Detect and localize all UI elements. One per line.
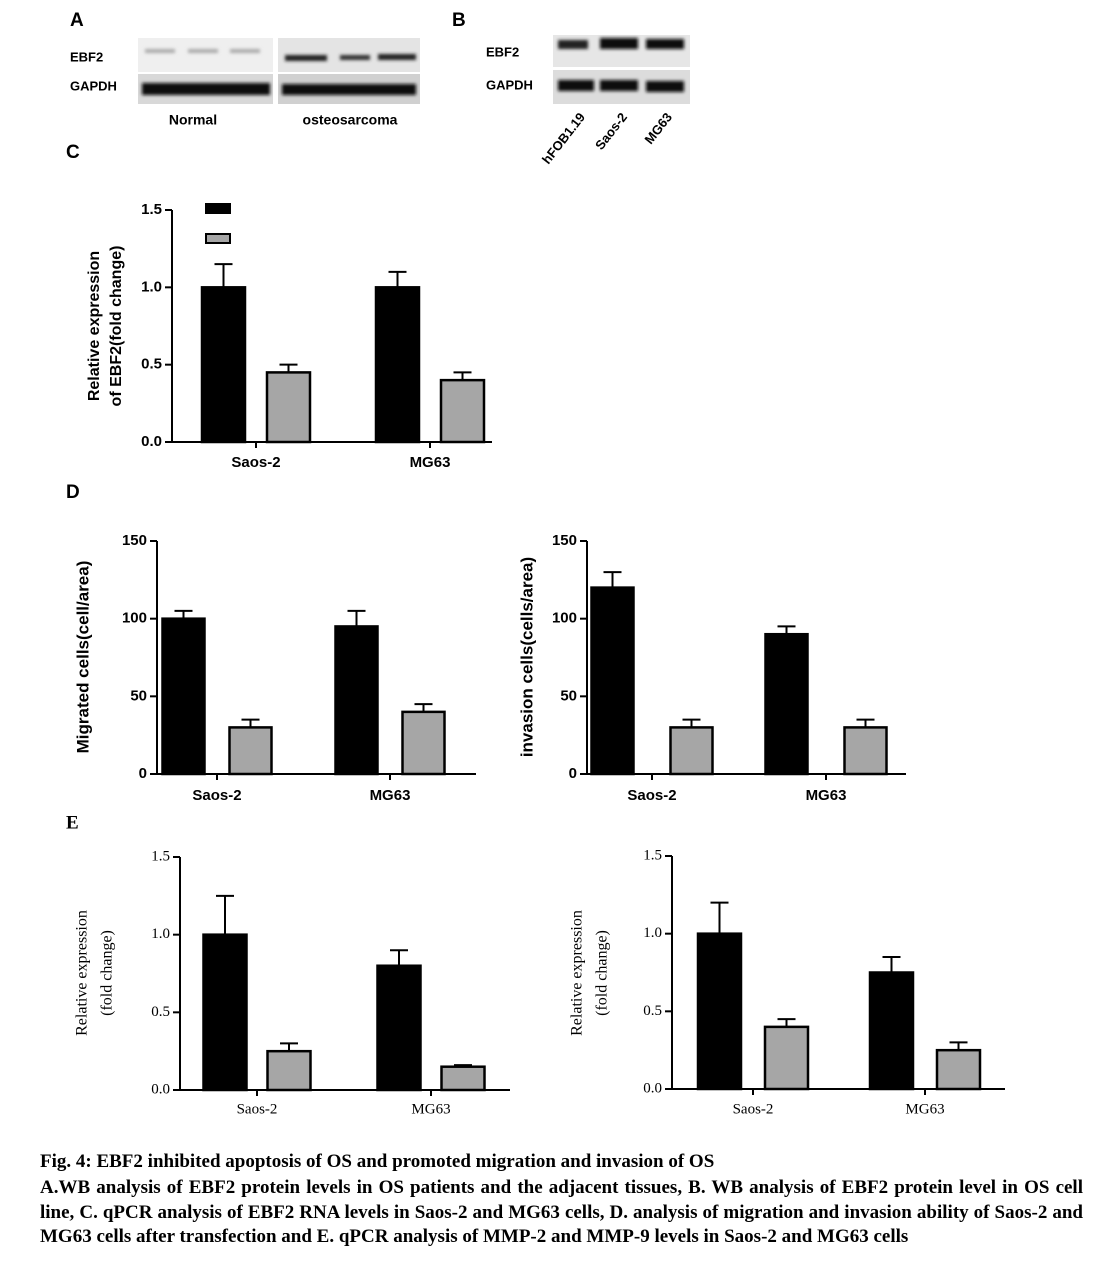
error-bar <box>453 371 472 381</box>
x-tick-label: Saos-2 <box>237 1101 278 1117</box>
x-tick-label: MG63 <box>370 787 411 804</box>
bar <box>764 632 809 776</box>
error-bar <box>777 1018 796 1027</box>
blot-row-label: EBF2 <box>486 44 519 59</box>
panel-label: B <box>452 10 466 31</box>
blot-row-label: EBF2 <box>70 49 103 64</box>
error-bar <box>682 718 701 728</box>
bar <box>202 933 248 1092</box>
y-tick-label: 1.0 <box>141 278 162 295</box>
blot-lane-label: Saos-2 <box>592 110 630 153</box>
y-tick-label: 100 <box>552 610 577 627</box>
bar <box>440 1065 486 1092</box>
bar <box>374 286 421 444</box>
x-tick-label: Saos-2 <box>192 787 241 804</box>
y-tick-label: 1.0 <box>151 926 170 942</box>
panel-label: A <box>70 10 84 31</box>
error-bar <box>390 949 408 966</box>
blot-row-label: GAPDH <box>70 78 117 93</box>
y-axis-label: of EBF2(fold change) <box>108 246 125 407</box>
panel-label: C <box>66 142 80 163</box>
error-bar <box>949 1041 968 1051</box>
blot-group-label: osteosarcoma <box>303 112 398 128</box>
error-bar <box>216 894 234 935</box>
bar <box>334 625 379 776</box>
error-bar <box>214 263 233 288</box>
blot-row-label: GAPDH <box>486 77 533 92</box>
y-tick-label: 0.5 <box>141 356 162 373</box>
x-tick-label: MG63 <box>411 1101 450 1117</box>
bar <box>763 1025 810 1091</box>
error-bar <box>280 1042 298 1052</box>
error-bar <box>279 363 298 373</box>
error-bar <box>856 718 875 728</box>
y-tick-label: 150 <box>552 532 577 549</box>
x-tick-label: Saos-2 <box>733 1101 774 1117</box>
y-tick-label: 150 <box>122 532 147 549</box>
y-tick-label: 0.0 <box>151 1081 170 1097</box>
y-axis-label: (fold change) <box>594 930 611 1016</box>
error-bar <box>777 625 796 635</box>
y-axis-label: Relative expression <box>569 910 586 1036</box>
error-bar <box>603 571 622 588</box>
bar <box>266 1049 312 1092</box>
y-tick-label: 1.5 <box>141 201 162 218</box>
y-tick-label: 0.5 <box>151 1004 170 1020</box>
bar <box>376 964 422 1092</box>
y-tick-label: 50 <box>130 687 147 704</box>
y-tick-label: 50 <box>560 687 577 704</box>
bar <box>868 971 915 1091</box>
figure: A B C D E EBF2 GAPDH Normal osteosarcoma… <box>66 10 1005 1117</box>
bar <box>696 932 743 1091</box>
error-bar <box>347 609 366 627</box>
bar <box>669 726 714 776</box>
bar <box>265 371 312 444</box>
y-tick-label: 1.5 <box>643 847 662 863</box>
caption-title: Fig. 4: EBF2 inhibited apoptosis of OS a… <box>40 1151 715 1172</box>
panel-label: D <box>66 482 80 503</box>
y-tick-label: 0 <box>569 765 577 782</box>
bar <box>228 726 273 776</box>
error-bar <box>710 901 729 934</box>
bar <box>935 1048 982 1091</box>
x-tick-label: MG63 <box>905 1101 944 1117</box>
blot-b: EBF2 GAPDH hFOB1.19 Saos-2 MG63 <box>486 35 690 167</box>
bar <box>843 726 888 776</box>
blot-group-label: Normal <box>169 112 217 128</box>
caption-body: A.WB analysis of EBF2 protein levels in … <box>40 1177 1083 1247</box>
y-tick-label: 1.5 <box>151 848 170 864</box>
y-tick-label: 0.5 <box>643 1003 662 1019</box>
x-tick-label: MG63 <box>410 454 451 471</box>
error-bar <box>882 955 901 973</box>
y-tick-label: 100 <box>122 610 147 627</box>
blot-lane-label: MG63 <box>641 110 675 147</box>
x-tick-label: MG63 <box>806 787 847 804</box>
y-tick-label: 1.0 <box>643 925 662 941</box>
y-axis-label: Migrated cells(cell/area) <box>73 561 92 754</box>
bar <box>200 286 247 444</box>
y-tick-label: 0.0 <box>643 1080 662 1096</box>
y-axis-label: invasion cells(cells/area) <box>517 557 536 757</box>
error-bar <box>388 270 407 288</box>
y-axis-label: (fold change) <box>99 930 116 1016</box>
legend-swatch <box>205 233 231 244</box>
panel-label: E <box>66 812 79 833</box>
error-bar <box>174 609 193 619</box>
error-bar <box>241 718 260 728</box>
x-tick-label: Saos-2 <box>231 454 280 471</box>
blot-a: EBF2 GAPDH Normal osteosarcoma <box>70 38 420 128</box>
bar <box>401 710 446 776</box>
bar <box>590 586 635 776</box>
error-bar <box>414 703 433 712</box>
bar <box>161 617 206 776</box>
y-tick-label: 0.0 <box>141 433 162 450</box>
blot-lane-label: hFOB1.19 <box>539 110 588 167</box>
y-axis-label: Relative expression <box>74 910 91 1036</box>
x-tick-label: Saos-2 <box>627 787 676 804</box>
y-tick-label: 0 <box>139 765 147 782</box>
y-axis-label: Relative expression <box>86 251 103 401</box>
bar <box>439 378 486 444</box>
legend-swatch <box>205 203 231 214</box>
